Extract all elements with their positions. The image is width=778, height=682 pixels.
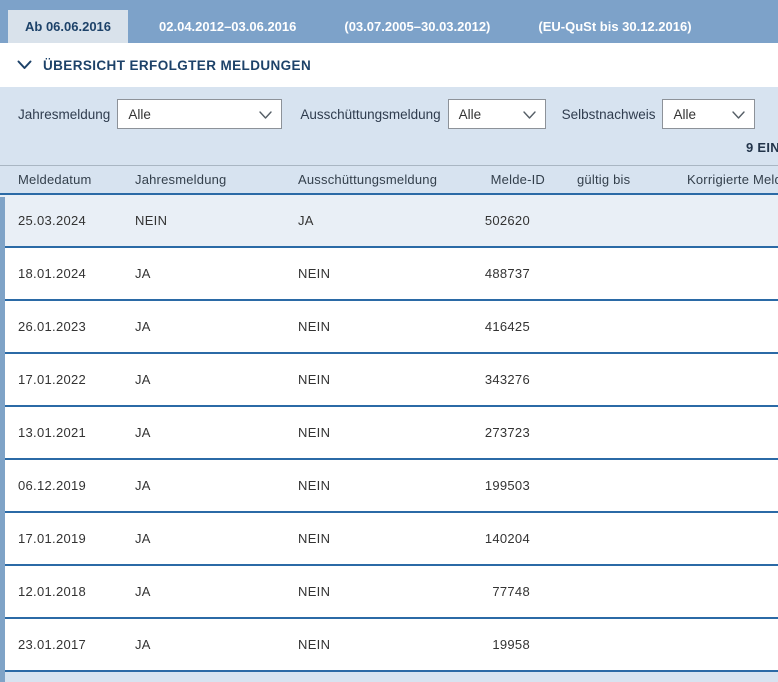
cell-ausschuettungsmeldung: JA <box>298 213 314 228</box>
chevron-down-icon <box>259 111 273 119</box>
column-header-jahresmeldung: Jahresmeldung <box>135 172 227 187</box>
table-row[interactable]: 18.01.2024 JA NEIN 488737 <box>0 248 778 301</box>
date-range-tabbar: Ab 06.06.2016 02.04.2012–03.06.2016 (03.07… <box>0 0 778 43</box>
cell-ausschuettungsmeldung: NEIN <box>298 319 331 334</box>
table-row[interactable]: 25.03.2024 NEIN JA 502620 <box>0 195 778 248</box>
cell-jahresmeldung: JA <box>135 425 151 440</box>
cell-ausschuettungsmeldung: NEIN <box>298 637 331 652</box>
cell-meldedatum: 12.01.2018 <box>18 584 87 599</box>
cell-melde-id: 199503 <box>484 478 530 493</box>
table-header-row: Meldedatum Jahresmeldung Ausschüttungsme… <box>0 166 778 195</box>
column-header-melde-id: Melde-ID <box>490 172 545 187</box>
cell-jahresmeldung: JA <box>135 372 151 387</box>
section-title: ÜBERSICHT ERFOLGTER MELDUNGEN <box>43 57 312 73</box>
table-row[interactable]: 17.01.2019 JA NEIN 140204 <box>0 513 778 566</box>
column-header-ausschuettung: Ausschüttungsmeldung <box>298 172 438 187</box>
table-body: 25.03.2024 NEIN JA 502620 18.01.2024 JA … <box>0 195 778 672</box>
column-header-meldedatum: Meldedatum <box>18 172 92 187</box>
cell-jahresmeldung: JA <box>135 319 151 334</box>
column-header-gueltig-bis: gültig bis <box>577 172 631 187</box>
cell-jahresmeldung: JA <box>135 531 151 546</box>
filter-dropdown[interactable]: Alle <box>447 99 546 129</box>
left-accent-bar <box>0 197 5 682</box>
cell-jahresmeldung: JA <box>135 478 151 493</box>
cell-ausschuettungsmeldung: NEIN <box>298 425 331 440</box>
date-range-tab-3[interactable]: (EU-QuSt bis 30.12.2016) <box>538 19 692 34</box>
cell-jahresmeldung: JA <box>135 584 151 599</box>
cell-melde-id: 19958 <box>492 637 530 652</box>
chevron-down-icon <box>17 60 32 69</box>
cell-meldedatum: 13.01.2021 <box>18 425 87 440</box>
filter-dropdown[interactable]: Alle <box>117 99 283 129</box>
cell-ausschuettungsmeldung: NEIN <box>298 372 331 387</box>
cell-meldedatum: 17.01.2019 <box>18 531 87 546</box>
filter-selected-value: Alle <box>128 106 151 122</box>
cell-jahresmeldung: JA <box>135 637 151 652</box>
cell-ausschuettungsmeldung: NEIN <box>298 266 331 281</box>
cell-melde-id: 488737 <box>484 266 530 281</box>
counter-row: 9 EINTRÄGE <box>0 129 778 165</box>
table-row[interactable]: 23.01.2017 JA NEIN 19958 <box>0 619 778 672</box>
cell-meldedatum: 26.01.2023 <box>18 319 87 334</box>
filter-label: Selbstnachweis <box>561 106 656 122</box>
section-header[interactable]: ÜBERSICHT ERFOLGTER MELDUNGEN <box>0 43 778 87</box>
cell-melde-id: 273723 <box>484 425 530 440</box>
cell-ausschuettungsmeldung: NEIN <box>298 584 331 599</box>
chevron-down-icon <box>522 111 536 119</box>
table-row[interactable]: 06.12.2019 JA NEIN 199503 <box>0 460 778 513</box>
cell-melde-id: 416425 <box>484 319 530 334</box>
filter-zone: Jahresmeldung Alle Ausschüttungsmeldung … <box>0 87 778 165</box>
cell-meldedatum: 18.01.2024 <box>18 266 87 281</box>
table-row[interactable]: 12.01.2018 JA NEIN 77748 <box>0 566 778 619</box>
divider <box>0 165 778 166</box>
table-row[interactable]: 13.01.2021 JA NEIN 273723 <box>0 407 778 460</box>
cell-meldedatum: 23.01.2017 <box>18 637 87 652</box>
table-row[interactable]: 26.01.2023 JA NEIN 416425 <box>0 301 778 354</box>
cell-jahresmeldung: NEIN <box>135 213 168 228</box>
date-range-tab-1[interactable]: 02.04.2012–03.06.2016 <box>159 19 297 34</box>
cell-melde-id: 77748 <box>492 584 530 599</box>
content-area: Jahresmeldung Alle Ausschüttungsmeldung … <box>0 87 778 682</box>
cell-jahresmeldung: JA <box>135 266 151 281</box>
filter-selected-value: Alle <box>673 106 696 122</box>
cell-meldedatum: 06.12.2019 <box>18 478 87 493</box>
bottom-filler <box>0 672 778 681</box>
cell-ausschuettungsmeldung: NEIN <box>298 478 331 493</box>
column-header-korrigierte-melde-id: Korrigierte Melde-ID <box>687 172 778 187</box>
chevron-down-icon <box>732 111 746 119</box>
cell-melde-id: 502620 <box>484 213 530 228</box>
cell-meldedatum: 25.03.2024 <box>18 213 87 228</box>
cell-meldedatum: 17.01.2022 <box>18 372 87 387</box>
entries-counter: 9 EINTRÄGE <box>745 139 778 155</box>
filter-dropdown[interactable]: Alle <box>662 99 756 129</box>
cell-ausschuettungsmeldung: NEIN <box>298 531 331 546</box>
table-row[interactable]: 17.01.2022 JA NEIN 343276 <box>0 354 778 407</box>
date-range-tab-0[interactable]: Ab 06.06.2016 <box>8 10 129 43</box>
date-range-tab-2[interactable]: (03.07.2005–30.03.2012) <box>344 19 491 34</box>
filter-label: Jahresmeldung <box>18 106 111 122</box>
cell-melde-id: 343276 <box>484 372 530 387</box>
filter-label: Ausschüttungsmeldung <box>300 106 441 122</box>
filter-row: Jahresmeldung Alle Ausschüttungsmeldung … <box>0 87 778 129</box>
cell-melde-id: 140204 <box>484 531 530 546</box>
filter-selected-value: Alle <box>458 106 482 122</box>
